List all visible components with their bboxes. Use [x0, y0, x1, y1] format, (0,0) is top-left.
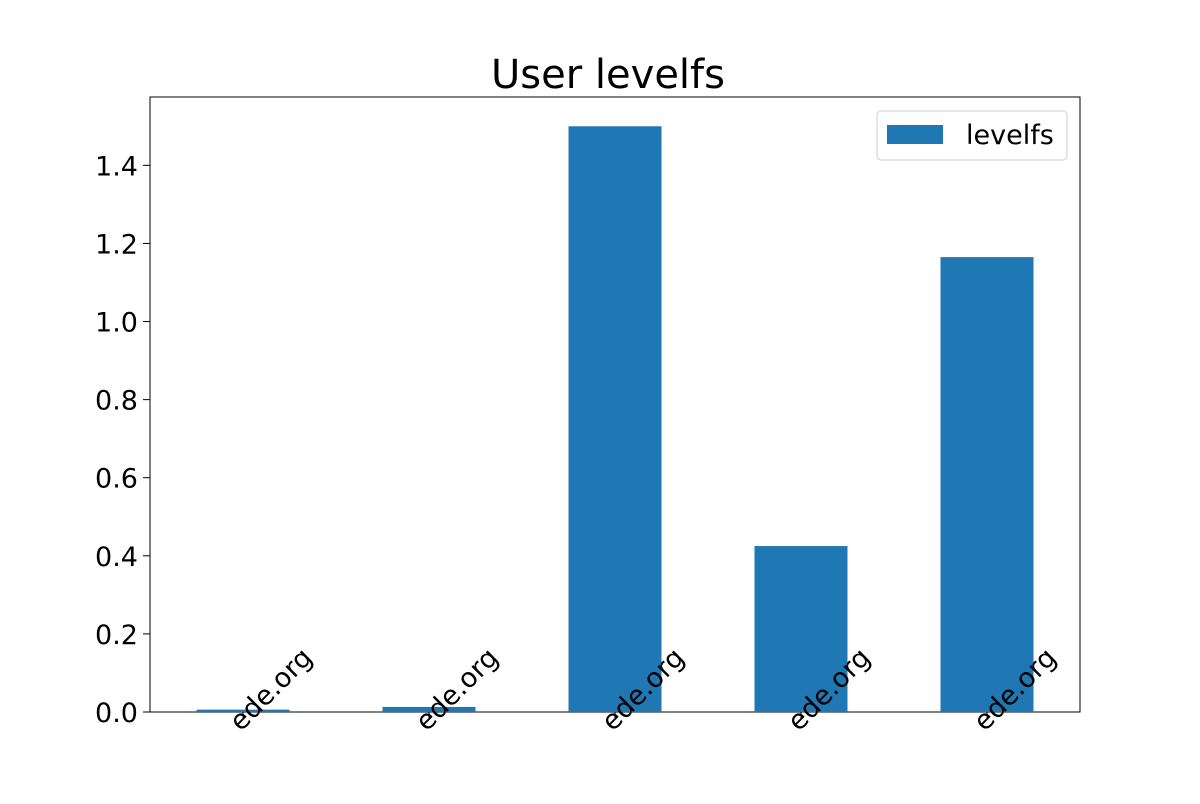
bars	[196, 126, 1034, 713]
legend-label: levelfs	[966, 120, 1054, 151]
y-tick-label-4: 0.8	[95, 386, 138, 417]
bar-4	[940, 257, 1034, 712]
x-tick-label-1: ede.org	[410, 642, 505, 737]
y-tick-label-1: 0.2	[95, 620, 138, 651]
chart-title: User levelfs	[491, 52, 725, 98]
bar-1	[382, 706, 476, 712]
y-tick-label-3: 0.6	[95, 464, 138, 495]
legend: levelfs	[876, 110, 1068, 161]
legend-box	[876, 110, 1068, 161]
bar-2	[568, 126, 662, 713]
bar-3	[754, 546, 848, 712]
x-tick-label-0: ede.org	[224, 642, 319, 737]
y-tick-label-6: 1.2	[95, 229, 138, 260]
y-tick-label-7: 1.4	[95, 151, 138, 182]
y-tick-label-5: 1.0	[95, 308, 138, 339]
y-tick-label-2: 0.4	[95, 542, 138, 573]
legend-swatch	[887, 125, 943, 144]
y-axis: 0.0 0.2 0.4 0.6 0.8 1.0 1.2 1.4	[95, 151, 150, 729]
y-tick-label-0: 0.0	[95, 698, 138, 729]
bar-0	[196, 709, 290, 712]
